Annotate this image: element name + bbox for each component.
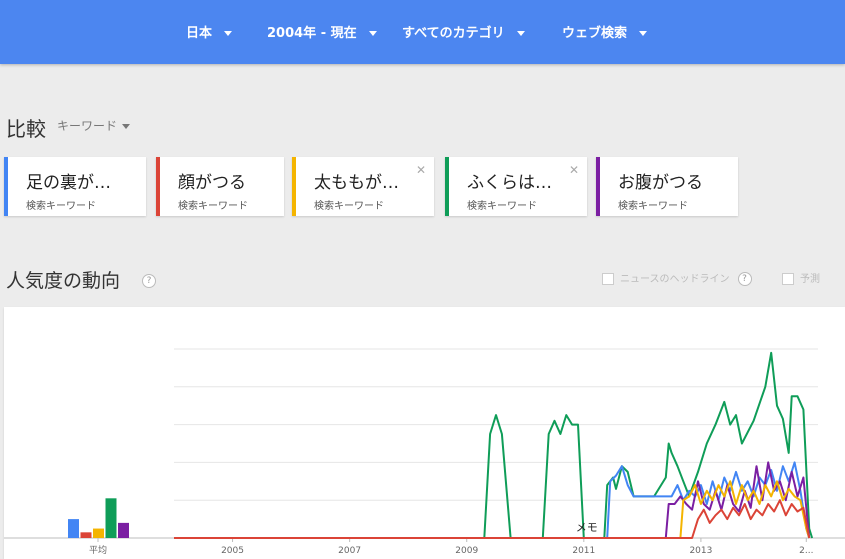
keyword-term: 太ももが… — [314, 173, 399, 193]
compare-type-label: キーワード — [57, 119, 118, 133]
keyword-term: ふくらは… — [467, 173, 552, 193]
forecast-checkbox[interactable] — [782, 273, 794, 285]
chevron-down-icon — [368, 31, 377, 36]
average-bar — [80, 532, 92, 538]
series-line — [174, 499, 811, 539]
top-filter-bar: 日本 2004年 - 現在 すべてのカテゴリ ウェブ検索 — [0, 0, 845, 64]
chart-annotation: メモ — [576, 521, 598, 534]
chevron-down-icon — [122, 124, 131, 129]
keyword-term: 顔がつる — [178, 173, 246, 193]
search-type-filter-label: ウェブ検索 — [562, 26, 628, 41]
keyword-card-3[interactable]: 太ももが… 検索キーワード ✕ — [292, 157, 434, 216]
keyword-type: 検索キーワード — [26, 201, 96, 212]
keyword-term: お腹がつる — [618, 173, 703, 193]
help-icon[interactable]: ? — [737, 272, 752, 286]
news-label: ニュースのヘッドライン — [620, 274, 730, 285]
trend-chart: 平均 2005 2007 2009 2011 2013 2... メモ — [4, 307, 845, 559]
series-line — [174, 461, 811, 539]
time-range-filter[interactable]: 2004年 - 現在 — [267, 22, 377, 41]
x-tick-label: 2011 — [572, 546, 595, 556]
compare-type-dropdown[interactable]: キーワード — [57, 117, 131, 134]
keyword-type: 検索キーワード — [178, 201, 248, 212]
x-tick-label: 2009 — [455, 546, 478, 556]
average-bar — [118, 522, 129, 538]
keyword-term: 足の裏が… — [26, 173, 111, 193]
close-icon[interactable]: ✕ — [568, 163, 579, 177]
keyword-type: 検索キーワード — [467, 201, 537, 212]
average-label: 平均 — [89, 544, 107, 556]
x-tick-label: 2005 — [221, 546, 244, 556]
chevron-down-icon — [639, 31, 648, 36]
keyword-card-2[interactable]: 顔がつる 検索キーワード — [156, 157, 284, 216]
chevron-down-icon — [516, 31, 525, 36]
help-icon[interactable]: ? — [142, 274, 156, 288]
average-bar — [93, 528, 104, 538]
series-line — [174, 351, 814, 539]
compare-title: 比較 — [6, 117, 46, 141]
category-filter[interactable]: すべてのカテゴリ — [402, 22, 525, 41]
keyword-type: 検索キーワード — [314, 201, 384, 212]
close-icon[interactable]: ✕ — [415, 163, 426, 177]
popularity-title: 人気度の動向 — [6, 270, 121, 292]
forecast-option[interactable]: 予測 — [782, 270, 820, 285]
time-range-filter-label: 2004年 - 現在 — [267, 26, 357, 41]
average-bar — [68, 519, 79, 538]
x-tick-label: 2007 — [338, 546, 361, 556]
forecast-label: 予測 — [800, 274, 820, 285]
chevron-down-icon — [224, 31, 233, 36]
average-bar — [105, 498, 117, 538]
keyword-type: 検索キーワード — [618, 201, 688, 212]
region-filter-label: 日本 — [186, 26, 213, 41]
category-filter-label: すべてのカテゴリ — [402, 26, 505, 41]
search-type-filter[interactable]: ウェブ検索 — [562, 22, 648, 41]
news-checkbox[interactable] — [602, 273, 614, 285]
trend-chart-svg: 平均 2005 2007 2009 2011 2013 2... メモ — [4, 348, 845, 556]
x-tick-label: 2... — [799, 546, 813, 556]
keyword-card-5[interactable]: お腹がつる 検索キーワード — [596, 157, 738, 216]
series-line — [174, 480, 811, 539]
x-tick-label: 2013 — [689, 546, 712, 556]
news-headline-option[interactable]: ニュースのヘッドライン? — [602, 270, 752, 286]
region-filter[interactable]: 日本 — [186, 22, 233, 41]
keyword-card-1[interactable]: 足の裏が… 検索キーワード — [4, 157, 146, 216]
keyword-card-4[interactable]: ふくらは… 検索キーワード ✕ — [445, 157, 587, 216]
